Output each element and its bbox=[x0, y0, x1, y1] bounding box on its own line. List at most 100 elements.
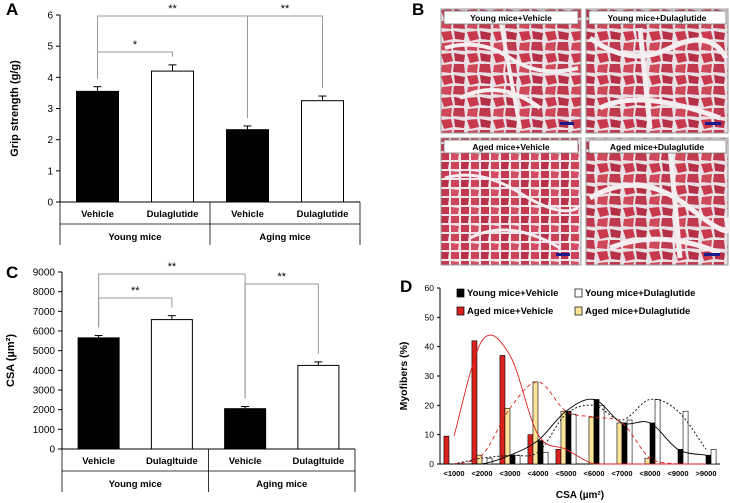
grip-strength-chart: 0 1 2 3 4 5 6 Grip strength (g/g) Vehicle Dulaglu… bbox=[9, 3, 361, 245]
y-tick-label: 4 bbox=[47, 73, 53, 84]
micrograph-label: Young mice+Dulaglutide bbox=[608, 13, 707, 23]
x-tick-label: Dulagltuide bbox=[293, 456, 345, 467]
micrograph-young-vehicle: Young mice+Vehicle bbox=[440, 8, 582, 134]
bar bbox=[537, 440, 544, 465]
y-tick-label: 0 bbox=[49, 445, 55, 456]
bar bbox=[565, 410, 572, 465]
bar bbox=[705, 454, 712, 465]
micrograph-aged-vehicle: Aged mice+Vehicle bbox=[440, 137, 582, 266]
significance-label: ** bbox=[168, 3, 177, 15]
bar bbox=[486, 457, 493, 465]
y-tick-label: 8000 bbox=[33, 287, 56, 298]
group-label: Young mice bbox=[109, 479, 162, 490]
y-tick-label: 4000 bbox=[33, 366, 56, 377]
y-tick-label: 1 bbox=[47, 166, 53, 177]
x-tick-label: <1000 bbox=[443, 469, 464, 478]
panel-letter-a: A bbox=[6, 0, 19, 19]
bar bbox=[532, 381, 539, 465]
bar bbox=[621, 422, 628, 465]
trend-line bbox=[453, 334, 706, 465]
scale-bar bbox=[704, 253, 720, 256]
legend-swatch bbox=[456, 306, 465, 316]
bar bbox=[514, 454, 521, 465]
bar bbox=[226, 129, 269, 203]
y-tick-label: 0 bbox=[429, 459, 434, 469]
x-tick-label: <8000 bbox=[639, 469, 660, 478]
significance-label: * bbox=[133, 39, 138, 51]
trend-line bbox=[453, 381, 706, 465]
micrograph-grid: Young mice+Vehicle Young mice+Dulaglutid… bbox=[440, 8, 730, 266]
micrograph-aged-dulaglutide: Aged mice+Dulaglutide bbox=[585, 137, 730, 266]
y-tick-label: 3000 bbox=[33, 386, 56, 397]
x-tick-label: <7000 bbox=[611, 469, 632, 478]
y-axis-label: Grip strength (g/g) bbox=[9, 60, 21, 157]
legend-swatch bbox=[574, 306, 583, 316]
x-tick-label: <9000 bbox=[667, 469, 688, 478]
x-tick-label: <4000 bbox=[527, 469, 548, 478]
bar bbox=[555, 449, 562, 465]
significance-label: ** bbox=[131, 285, 140, 297]
y-tick-label: 6000 bbox=[33, 327, 56, 338]
scale-bar bbox=[705, 122, 721, 125]
bar bbox=[626, 419, 633, 465]
significance-label: ** bbox=[168, 262, 177, 273]
bar bbox=[476, 454, 483, 465]
bar bbox=[710, 449, 717, 465]
y-tick-label: 0 bbox=[47, 198, 53, 209]
legend-label: Young mice+Vehicle bbox=[467, 288, 558, 299]
x-tick-label: <2000 bbox=[471, 469, 492, 478]
bar bbox=[443, 435, 450, 465]
micrograph-young-dulaglutide: Young mice+Dulaglutide bbox=[585, 8, 729, 134]
group-label: Aging mice bbox=[259, 232, 310, 243]
micrograph-label: Aged mice+Vehicle bbox=[472, 142, 550, 152]
panel-letter-c: C bbox=[6, 263, 19, 282]
significance-bracket bbox=[247, 15, 323, 118]
micrograph-label: Young mice+Vehicle bbox=[470, 13, 552, 23]
y-axis-label: CSA (µm²) bbox=[5, 334, 17, 387]
x-tick-label: <5000 bbox=[555, 469, 576, 478]
panel-letter-d: D bbox=[400, 277, 413, 296]
trend-line bbox=[453, 398, 707, 465]
x-tick-label: Vehicle bbox=[82, 456, 115, 467]
x-tick-label: <6000 bbox=[583, 469, 604, 478]
x-tick-label: Vehicle bbox=[229, 456, 262, 467]
bar bbox=[542, 451, 549, 465]
significance-bracket bbox=[244, 283, 319, 399]
group-label: Aging mice bbox=[256, 479, 307, 490]
scale-bar bbox=[560, 122, 574, 125]
scale-bar bbox=[556, 253, 570, 256]
bar bbox=[649, 422, 656, 465]
bar bbox=[151, 70, 194, 203]
bar bbox=[504, 407, 511, 465]
bar bbox=[598, 405, 605, 465]
micrograph-label: Aged mice+Dulaglutide bbox=[610, 142, 704, 152]
bar bbox=[570, 413, 577, 465]
significance-label: ** bbox=[277, 271, 286, 283]
y-tick-label: 3 bbox=[47, 104, 53, 115]
trend-line bbox=[454, 398, 707, 465]
bar bbox=[499, 355, 506, 465]
y-tick-label: 30 bbox=[425, 371, 435, 381]
y-tick-label: 9000 bbox=[33, 268, 56, 279]
legend-swatch bbox=[456, 288, 465, 298]
significance-label: ** bbox=[281, 3, 290, 15]
y-tick-label: 50 bbox=[425, 312, 435, 322]
x-tick-label: Vehicle bbox=[231, 209, 264, 220]
x-tick-label: >9000 bbox=[695, 469, 716, 478]
panel-letter-b: B bbox=[412, 0, 425, 19]
legend-label: Aged mice+Dulaglutide bbox=[585, 306, 690, 317]
bar bbox=[509, 454, 516, 465]
y-tick-label: 6 bbox=[47, 11, 53, 22]
myofiber-distribution-chart: 0 10 20 30 40 50 60 Myofibers (%) CSA (µm²) <1000… bbox=[398, 283, 720, 501]
x-tick-label: Vehicle bbox=[81, 209, 114, 220]
y-tick-label: 2000 bbox=[33, 405, 56, 416]
group-label: Young mice bbox=[108, 232, 161, 243]
bar bbox=[76, 90, 119, 203]
csa-chart: 0 1000 2000 3000 4000 5000 6000 7000 8000 9000 CSA… bbox=[5, 262, 356, 492]
y-tick-label: 1000 bbox=[33, 425, 56, 436]
y-axis-label: Myofibers (%) bbox=[398, 342, 410, 411]
y-tick-label: 10 bbox=[425, 430, 435, 440]
y-tick-label: 5 bbox=[47, 42, 53, 53]
y-tick-label: 60 bbox=[425, 283, 435, 293]
bar bbox=[150, 319, 193, 450]
